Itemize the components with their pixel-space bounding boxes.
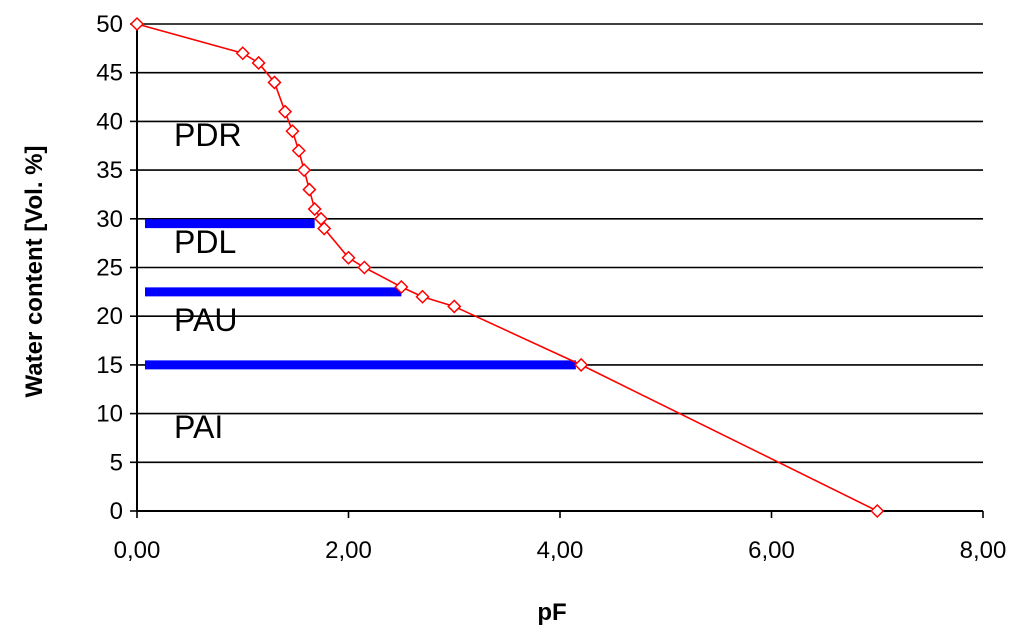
data-point <box>129 16 145 32</box>
y-tick-labels: 0 5 10 15 20 25 30 35 40 45 50 <box>96 11 123 525</box>
y-tick-label: 40 <box>96 108 123 135</box>
y-tick-label: 10 <box>96 401 123 428</box>
region-labels: PDR PDL PAU PAI <box>174 117 242 445</box>
y-tick-label: 0 <box>110 498 123 525</box>
data-point <box>357 260 372 275</box>
x-tick-label: 8,00 <box>960 537 1007 564</box>
threshold-bars <box>145 219 576 370</box>
y-tick-label: 25 <box>96 255 123 282</box>
data-point <box>317 221 332 236</box>
region-label-pdr: PDR <box>174 117 242 153</box>
x-tick-label: 0,00 <box>114 537 161 564</box>
x-tick-labels: 0,00 2,00 4,00 6,00 8,00 <box>114 537 1007 564</box>
x-axis-title: pF <box>537 599 566 626</box>
x-tick-label: 2,00 <box>325 537 372 564</box>
axes <box>130 23 984 518</box>
data-point <box>291 143 306 158</box>
data-point <box>235 46 250 61</box>
data-point <box>415 289 430 304</box>
x-tick-label: 4,00 <box>537 537 584 564</box>
data-point <box>302 182 317 197</box>
data-point <box>251 55 266 71</box>
y-tick-label: 5 <box>110 449 123 476</box>
data-point <box>447 299 462 314</box>
y-tick-label: 35 <box>96 157 123 184</box>
data-point <box>267 75 282 90</box>
data-point <box>297 163 312 178</box>
y-tick-label: 45 <box>96 60 123 87</box>
x-tick-label: 6,00 <box>748 537 795 564</box>
region-label-pdl: PDL <box>174 224 236 260</box>
y-tick-label: 30 <box>96 206 123 233</box>
gridlines <box>137 23 983 464</box>
y-tick-label: 15 <box>96 352 123 379</box>
data-point <box>285 124 300 139</box>
y-tick-label: 20 <box>96 303 123 330</box>
series-group <box>129 16 885 519</box>
data-point <box>870 503 885 519</box>
data-point <box>574 357 589 372</box>
y-tick-label: 50 <box>96 11 123 38</box>
data-point <box>341 250 356 265</box>
data-point <box>307 201 322 217</box>
y-axis-title: Water content [Vol. %] <box>21 146 48 398</box>
region-label-pau: PAU <box>174 302 237 338</box>
region-label-pai: PAI <box>174 409 223 445</box>
data-point <box>277 104 293 119</box>
data-point <box>394 279 409 295</box>
